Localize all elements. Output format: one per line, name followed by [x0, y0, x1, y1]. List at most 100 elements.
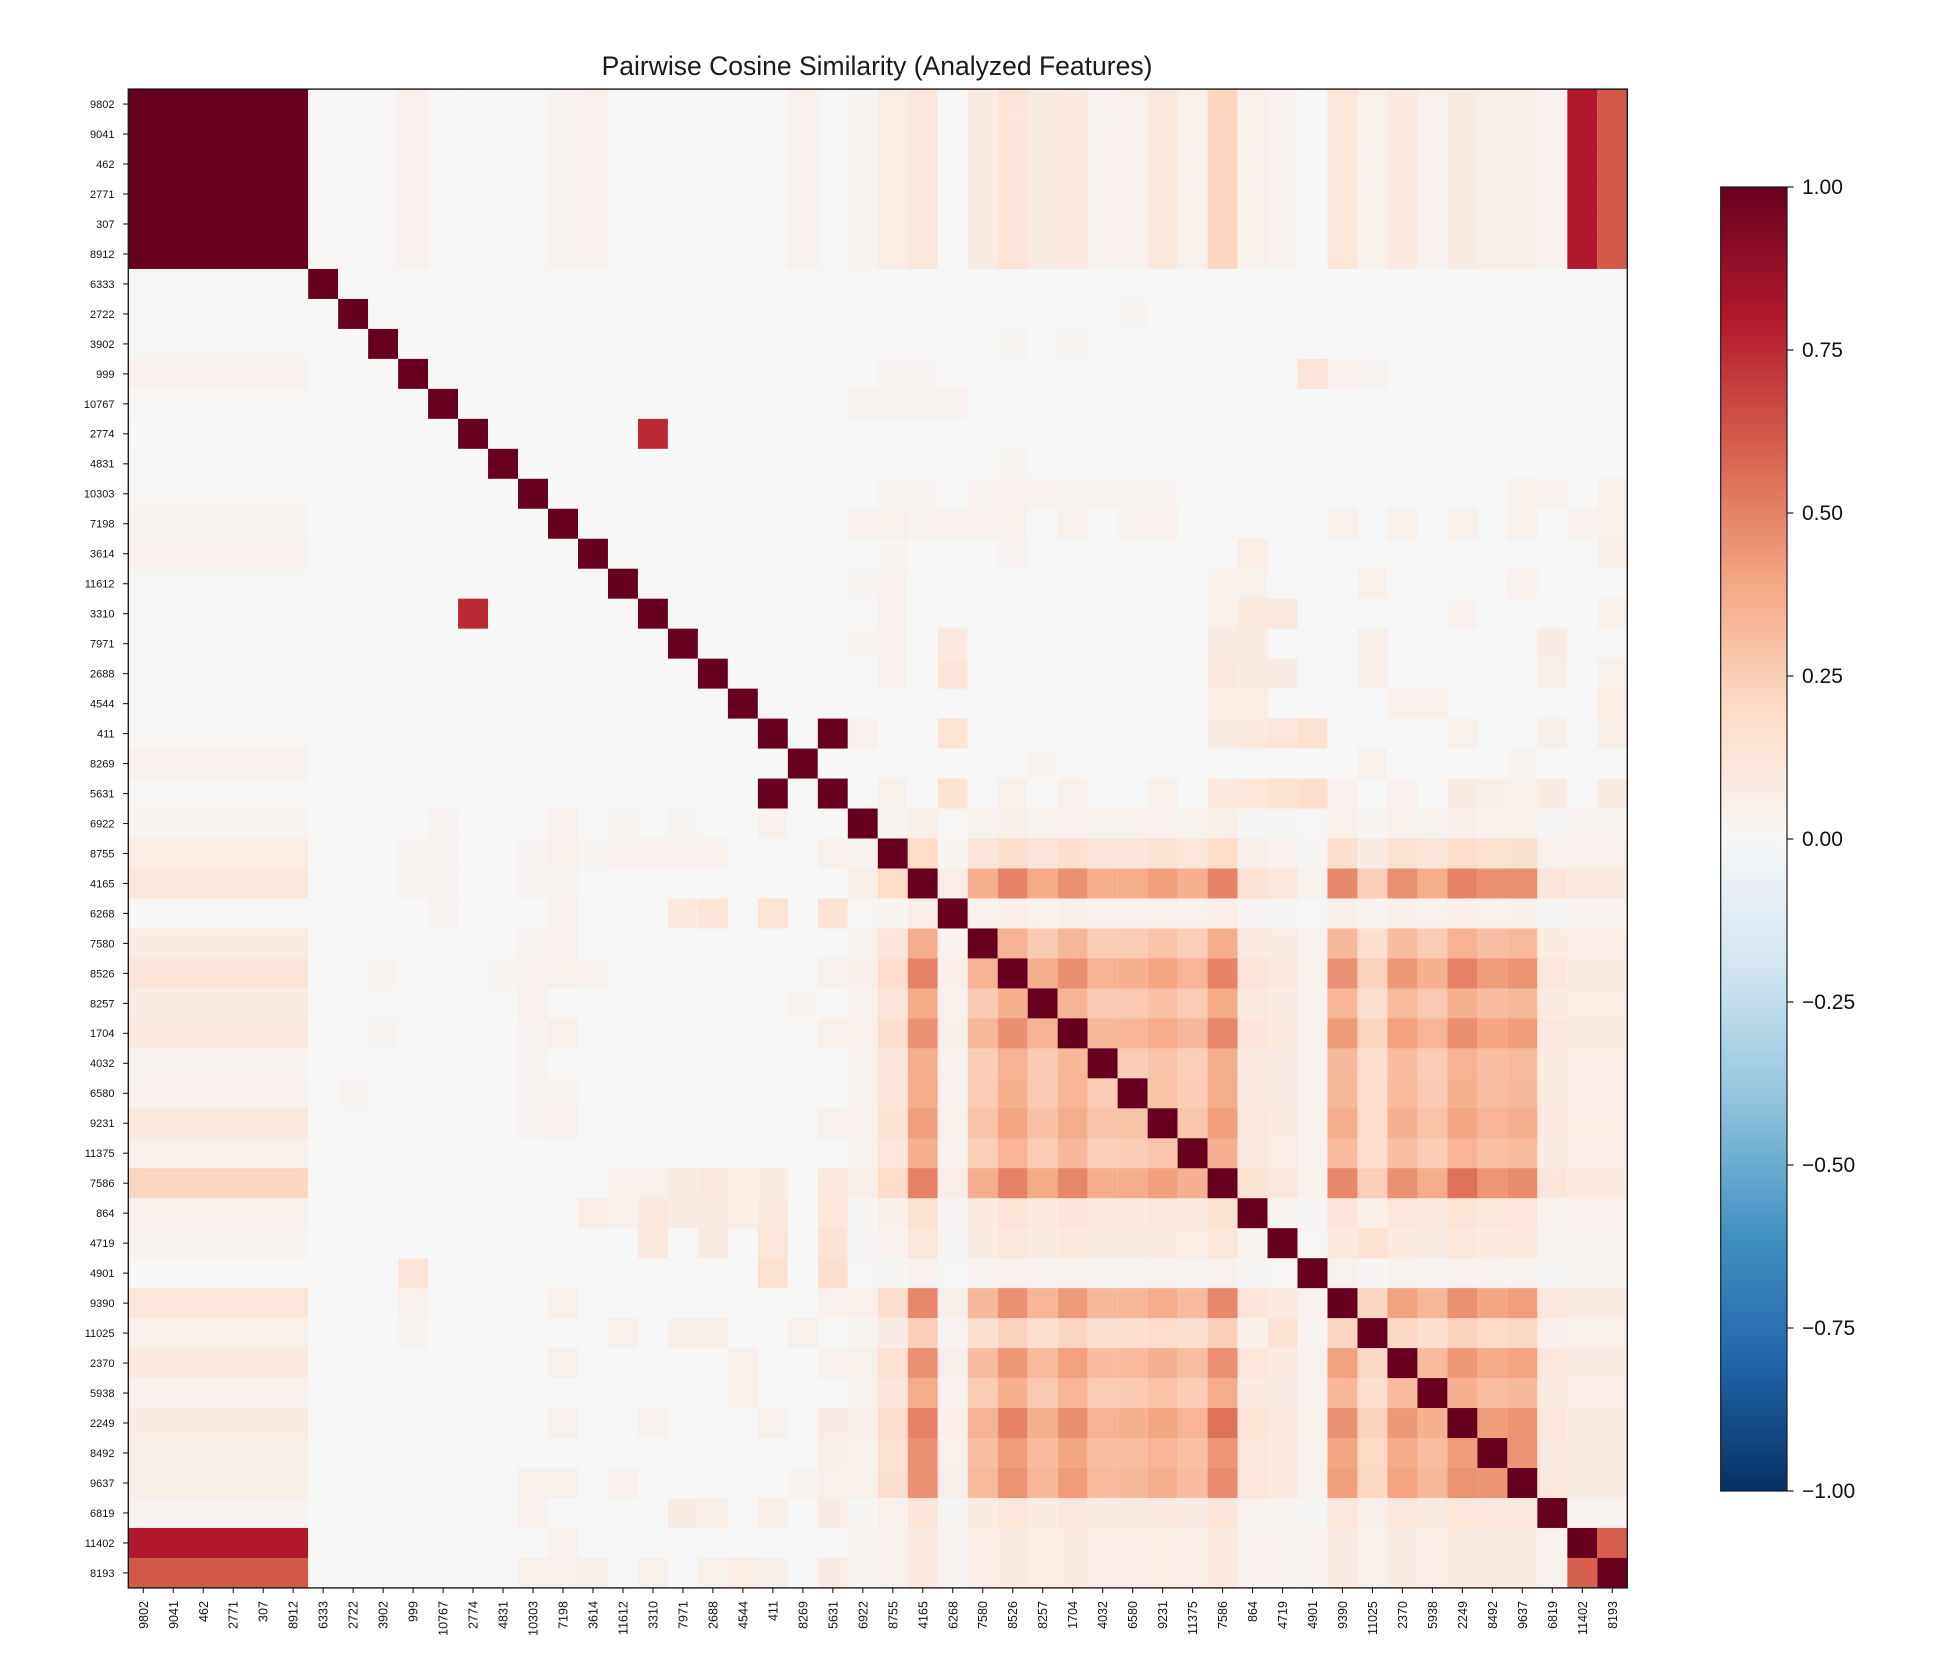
svg-text:6333: 6333	[317, 1601, 331, 1629]
svg-text:6922: 6922	[856, 1601, 870, 1629]
svg-text:3310: 3310	[90, 609, 114, 621]
svg-text:9390: 9390	[1336, 1601, 1350, 1629]
svg-text:8269: 8269	[90, 758, 114, 770]
svg-text:7971: 7971	[676, 1601, 690, 1629]
svg-text:8257: 8257	[1036, 1601, 1050, 1629]
svg-text:6580: 6580	[90, 1088, 114, 1100]
svg-text:2722: 2722	[347, 1601, 361, 1629]
svg-text:6268: 6268	[90, 908, 114, 920]
svg-text:8755: 8755	[90, 848, 114, 860]
svg-text:2774: 2774	[467, 1601, 481, 1629]
svg-text:2771: 2771	[227, 1601, 241, 1629]
svg-text:5938: 5938	[90, 1388, 114, 1400]
svg-text:1704: 1704	[90, 1028, 114, 1040]
svg-text:9231: 9231	[90, 1118, 114, 1130]
svg-text:6819: 6819	[1546, 1601, 1560, 1629]
svg-text:864: 864	[1246, 1601, 1260, 1622]
svg-text:5631: 5631	[826, 1601, 840, 1629]
svg-text:8193: 8193	[90, 1568, 114, 1580]
svg-text:307: 307	[257, 1601, 271, 1622]
svg-text:7198: 7198	[557, 1601, 571, 1629]
svg-text:9231: 9231	[1156, 1601, 1170, 1629]
svg-text:4831: 4831	[90, 459, 114, 471]
svg-text:6922: 6922	[90, 818, 114, 830]
svg-text:4901: 4901	[90, 1268, 114, 1280]
svg-text:11375: 11375	[85, 1148, 115, 1160]
svg-text:7580: 7580	[976, 1601, 990, 1629]
svg-text:0.50: 0.50	[1802, 502, 1843, 525]
svg-text:8755: 8755	[886, 1601, 900, 1629]
svg-text:11375: 11375	[1186, 1601, 1200, 1635]
svg-text:4544: 4544	[736, 1601, 750, 1629]
svg-text:2688: 2688	[90, 669, 114, 681]
svg-text:10767: 10767	[84, 399, 115, 411]
svg-text:6333: 6333	[90, 279, 114, 291]
svg-text:11402: 11402	[85, 1538, 115, 1550]
svg-text:411: 411	[97, 728, 115, 740]
svg-text:8912: 8912	[287, 1601, 301, 1629]
svg-text:8526: 8526	[1006, 1601, 1020, 1629]
svg-text:4831: 4831	[497, 1601, 511, 1629]
svg-text:5631: 5631	[90, 788, 114, 800]
svg-text:10303: 10303	[527, 1601, 541, 1636]
svg-text:4165: 4165	[916, 1601, 930, 1629]
svg-text:11025: 11025	[1366, 1601, 1380, 1635]
svg-text:9802: 9802	[90, 99, 114, 111]
svg-text:462: 462	[96, 159, 114, 171]
svg-text:4544: 4544	[90, 699, 114, 711]
svg-text:3614: 3614	[90, 549, 114, 561]
svg-text:11612: 11612	[616, 1601, 630, 1635]
svg-text:7586: 7586	[90, 1178, 114, 1190]
svg-text:999: 999	[407, 1601, 421, 1622]
svg-text:7586: 7586	[1216, 1601, 1230, 1629]
svg-text:8912: 8912	[90, 249, 114, 261]
svg-text:999: 999	[96, 369, 114, 381]
svg-text:462: 462	[197, 1601, 211, 1622]
svg-text:11402: 11402	[1576, 1601, 1590, 1635]
svg-text:2370: 2370	[1396, 1601, 1410, 1629]
svg-text:3902: 3902	[377, 1601, 391, 1629]
svg-text:10767: 10767	[437, 1601, 451, 1636]
svg-text:4901: 4901	[1306, 1601, 1320, 1629]
svg-text:4032: 4032	[90, 1058, 114, 1070]
svg-text:3614: 3614	[586, 1601, 600, 1629]
svg-text:3902: 3902	[90, 339, 114, 351]
svg-text:2688: 2688	[706, 1601, 720, 1629]
svg-text:7971: 7971	[90, 639, 114, 651]
svg-text:−1.00: −1.00	[1802, 1480, 1855, 1503]
svg-text:9390: 9390	[90, 1298, 114, 1310]
svg-text:−0.75: −0.75	[1802, 1317, 1855, 1340]
svg-text:8193: 8193	[1606, 1601, 1620, 1629]
svg-text:1.00: 1.00	[1802, 176, 1843, 199]
svg-text:10303: 10303	[84, 489, 115, 501]
svg-text:11612: 11612	[85, 579, 115, 591]
svg-text:5938: 5938	[1426, 1601, 1440, 1629]
svg-text:9041: 9041	[90, 129, 114, 141]
svg-text:11025: 11025	[85, 1328, 115, 1340]
svg-text:2771: 2771	[90, 189, 114, 201]
svg-text:6819: 6819	[90, 1508, 114, 1520]
svg-text:0.00: 0.00	[1802, 828, 1843, 851]
svg-text:−0.50: −0.50	[1802, 1154, 1855, 1177]
svg-text:864: 864	[96, 1208, 114, 1220]
svg-text:7198: 7198	[90, 519, 114, 531]
svg-text:4032: 4032	[1096, 1601, 1110, 1629]
svg-text:2249: 2249	[90, 1418, 114, 1430]
svg-text:1704: 1704	[1066, 1601, 1080, 1629]
svg-text:4165: 4165	[90, 878, 114, 890]
svg-text:−0.25: −0.25	[1802, 991, 1855, 1014]
svg-text:411: 411	[766, 1601, 780, 1621]
svg-text:6580: 6580	[1126, 1601, 1140, 1629]
svg-text:8492: 8492	[1486, 1601, 1500, 1629]
svg-text:0.25: 0.25	[1802, 665, 1843, 688]
svg-text:9802: 9802	[137, 1601, 151, 1629]
svg-text:9637: 9637	[90, 1478, 114, 1490]
svg-text:9041: 9041	[167, 1601, 181, 1629]
svg-text:2774: 2774	[90, 429, 114, 441]
svg-text:9637: 9637	[1516, 1601, 1530, 1629]
svg-text:8526: 8526	[90, 968, 114, 980]
svg-text:6268: 6268	[946, 1601, 960, 1629]
svg-text:Pairwise Cosine Similarity (An: Pairwise Cosine Similarity (Analyzed Fea…	[602, 51, 1153, 81]
svg-text:2722: 2722	[90, 309, 114, 321]
svg-text:2249: 2249	[1456, 1601, 1470, 1629]
